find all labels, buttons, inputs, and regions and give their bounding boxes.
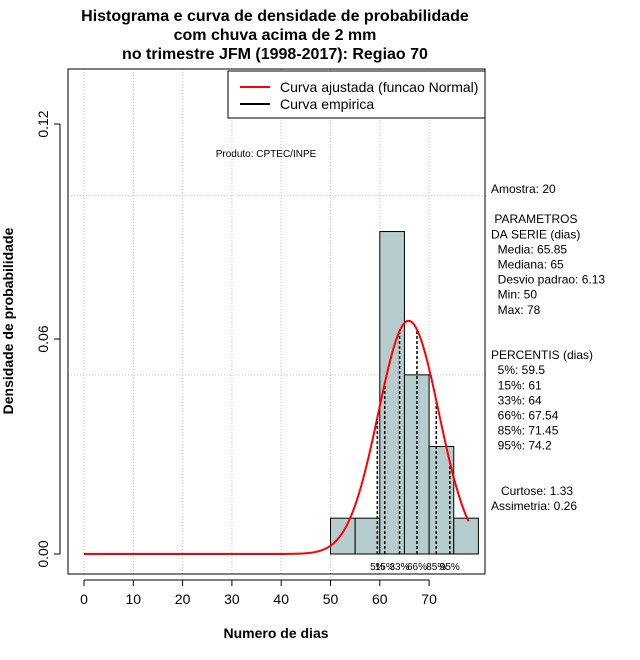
legend-label-normal: Curva ajustada (funcao Normal) — [280, 79, 478, 95]
histogram-bar — [379, 231, 405, 555]
statistics-line: Min: 50 — [491, 288, 537, 302]
percentile-labels: 5%15%33%66% 85%95% — [370, 562, 460, 573]
percentile-label: 33% — [390, 562, 410, 573]
legend-box — [227, 70, 486, 119]
x-tick-label: 50 — [323, 591, 339, 607]
x-tick-label: 20 — [175, 591, 191, 607]
statistics-line: DA SERIE (dias) — [491, 227, 580, 241]
normal-curve — [84, 319, 470, 555]
statistics-line: 85%: 71.45 — [491, 424, 559, 438]
percentile-label: 15% — [375, 562, 395, 573]
percentile-label: 66% — [407, 562, 427, 573]
x-tick-label: 30 — [224, 591, 240, 607]
statistics-line: Curtose: 1.33 — [491, 484, 573, 498]
histogram-bar — [403, 374, 430, 555]
x-tick-label: 60 — [372, 591, 388, 607]
y-axis: 0.00 0.06 0.12 — [35, 110, 61, 568]
x-tick-label: 40 — [273, 591, 289, 607]
statistics-line: 33%: 64 — [491, 393, 542, 407]
statistics-line: Desvio padrao: 6.13 — [491, 273, 605, 287]
statistics-line: 15%: 61 — [491, 378, 542, 392]
statistics-line: Amostra: 20 — [491, 182, 556, 196]
percentile-label: 85% — [426, 562, 446, 573]
y-tick-label: 0.06 — [35, 325, 51, 352]
y-tick-label: 0.12 — [35, 110, 51, 137]
title-line-2: com chuva acima de 2 mm — [174, 27, 377, 44]
histogram-bars — [330, 231, 479, 555]
x-tick-label: 10 — [126, 591, 142, 607]
legend: Curva ajustada (funcao Normal) Curva emp… — [227, 70, 486, 119]
statistics-line: 5%: 59.5 — [491, 363, 545, 377]
legend-label-empirical: Curva empirica — [280, 96, 374, 112]
statistics-line: PARAMETROS — [491, 212, 577, 226]
product-annotation: Produto: CPTEC/INPE — [216, 149, 317, 160]
histogram-bar — [330, 517, 356, 555]
title-line-1: Histograma e curva de densidade de proba… — [81, 8, 469, 25]
y-axis-label: Densidade de probabilidade — [0, 227, 16, 414]
histogram-bar — [354, 517, 381, 555]
x-tick-label: 0 — [80, 591, 88, 607]
title-line-3: no trimestre JFM (1998-2017): Regiao 70 — [122, 46, 428, 63]
plot-frame — [67, 68, 486, 575]
statistics-line: Media: 65.85 — [491, 242, 567, 256]
percentile-label: 5% — [370, 562, 385, 573]
statistics-line: Assimetria: 0.26 — [491, 499, 577, 513]
statistics-line: Max: 78 — [491, 303, 541, 317]
statistics-line: 95%: 74.2 — [491, 439, 552, 453]
statistics-line: PERCENTIS (dias) — [491, 348, 593, 362]
chart-title: Histograma e curva de densidade de proba… — [81, 8, 469, 63]
x-axis: 0 10 20 30 40 50 60 70 — [80, 579, 437, 607]
percentile-label: 95% — [440, 562, 460, 573]
normal-curve-line — [84, 319, 470, 555]
percentile-lines — [376, 329, 451, 554]
histogram-bar — [453, 517, 479, 555]
statistics-line: 66%: 67.54 — [491, 409, 559, 423]
y-tick-label: 0.00 — [35, 540, 51, 567]
statistics-line: Mediana: 65 — [491, 258, 564, 272]
x-axis-label: Numero de dias — [223, 625, 328, 641]
x-tick-label: 70 — [421, 591, 437, 607]
